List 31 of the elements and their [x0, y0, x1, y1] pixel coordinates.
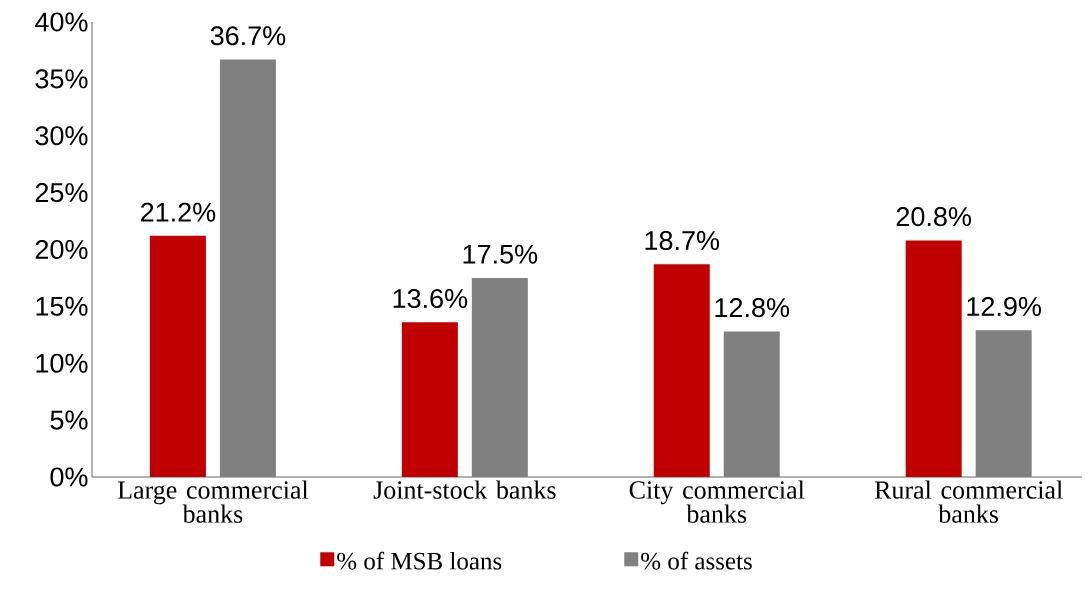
x-tick-label: City commercial banks	[629, 480, 805, 523]
bar	[905, 240, 962, 477]
x-tick-label: Rural commercial banks	[874, 480, 1063, 523]
bar	[219, 59, 276, 477]
y-tick-label: 40%	[35, 12, 88, 32]
bar	[149, 235, 206, 477]
x-tick-label: Large commercial banks	[117, 480, 309, 523]
y-tick-label: 5%	[50, 410, 88, 430]
bar	[975, 330, 1032, 477]
bar	[723, 331, 780, 477]
data-label: 21.2%	[141, 202, 216, 222]
data-label: 12.8%	[715, 298, 790, 318]
y-tick-label: 0%	[50, 467, 88, 487]
y-tick-label: 15%	[36, 296, 88, 316]
legend-label: % of MSB loans	[337, 551, 502, 570]
y-tick-label: 25%	[35, 183, 88, 203]
bar	[471, 277, 528, 477]
y-tick-label: 10%	[36, 353, 88, 373]
data-label: 18.7%	[645, 230, 720, 251]
y-tick-label: 20%	[35, 239, 88, 260]
x-tick-label: Joint-stock banks	[373, 480, 556, 499]
data-label: 20.8%	[896, 207, 971, 227]
data-label: 13.6%	[393, 288, 468, 309]
y-tick-label: 30%	[35, 126, 88, 146]
legend-label: % of assets	[641, 551, 752, 570]
bar	[401, 322, 458, 477]
y-tick-label: 35%	[35, 69, 88, 89]
data-label: 12.9%	[967, 296, 1041, 317]
data-label: 17.5%	[463, 244, 538, 264]
data-label: 36.7%	[210, 26, 286, 46]
bar	[653, 264, 710, 477]
